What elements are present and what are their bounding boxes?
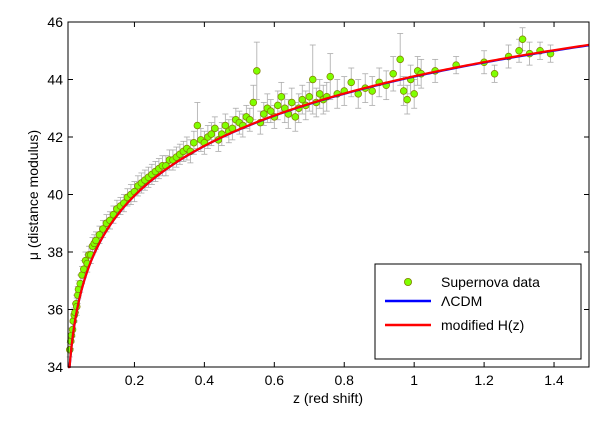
data-point: [267, 107, 275, 115]
y-axis-label: μ (distance modulus): [25, 130, 41, 260]
x-tick-label: 1: [410, 372, 418, 388]
y-tick-label: 42: [47, 129, 63, 145]
data-point: [207, 130, 216, 138]
y-tick-label: 36: [47, 302, 63, 318]
model-curves: [68, 43, 590, 369]
x-tick-label: 1.2: [474, 372, 494, 388]
data-point: [249, 98, 258, 107]
x-tick-label: 0.6: [265, 372, 285, 388]
data-point: [190, 139, 198, 147]
y-tick-label: 46: [47, 14, 63, 30]
y-tick-label: 40: [47, 187, 63, 203]
legend: Supernova data ΛCDM modified H(z): [374, 263, 582, 360]
x-tick-label: 1.4: [544, 372, 564, 388]
x-axis-label: z (red shift): [293, 390, 363, 406]
data-point: [253, 67, 261, 75]
x-axis-ticks: 0.2 0.4 0.6 0.8 1 1.2 1.4: [125, 22, 564, 388]
data-point: [193, 121, 202, 130]
y-axis-ticks: 34 36 38 40 42 44 46: [47, 14, 589, 375]
data-point: [288, 98, 296, 107]
legend-label-supernova: Supernova data: [441, 274, 540, 290]
data-point: [246, 115, 254, 124]
legend-marker-supernova: [403, 277, 412, 286]
data-point: [260, 110, 268, 118]
data-point: [326, 72, 334, 81]
data-point: [274, 101, 282, 110]
data-point: [309, 75, 317, 84]
y-tick-label: 34: [47, 359, 63, 375]
data-point: [403, 95, 411, 104]
x-tick-label: 0.8: [335, 372, 355, 388]
data-point: [291, 113, 300, 121]
data-point: [399, 87, 408, 95]
modified-hz-curve: [68, 43, 590, 369]
data-point: [490, 69, 499, 78]
data-point: [515, 46, 523, 55]
data-point: [518, 35, 527, 43]
data-point: [389, 69, 397, 78]
x-tick-label: 0.4: [195, 372, 215, 388]
data-point: [92, 236, 100, 245]
y-tick-label: 44: [47, 72, 63, 88]
data-point: [368, 87, 376, 95]
data-point: [410, 90, 418, 98]
data-point: [347, 78, 355, 87]
legend-label-modified: modified H(z): [441, 317, 524, 333]
data-point: [298, 95, 307, 104]
y-tick-label: 38: [47, 244, 63, 260]
legend-label-lcdm: ΛCDM: [441, 293, 482, 309]
data-point: [316, 90, 324, 98]
data-point: [211, 124, 219, 133]
x-tick-label: 0.2: [125, 372, 145, 388]
data-point: [277, 92, 286, 101]
data-point: [305, 92, 314, 101]
data-point: [396, 55, 404, 64]
data-point: [221, 121, 230, 130]
